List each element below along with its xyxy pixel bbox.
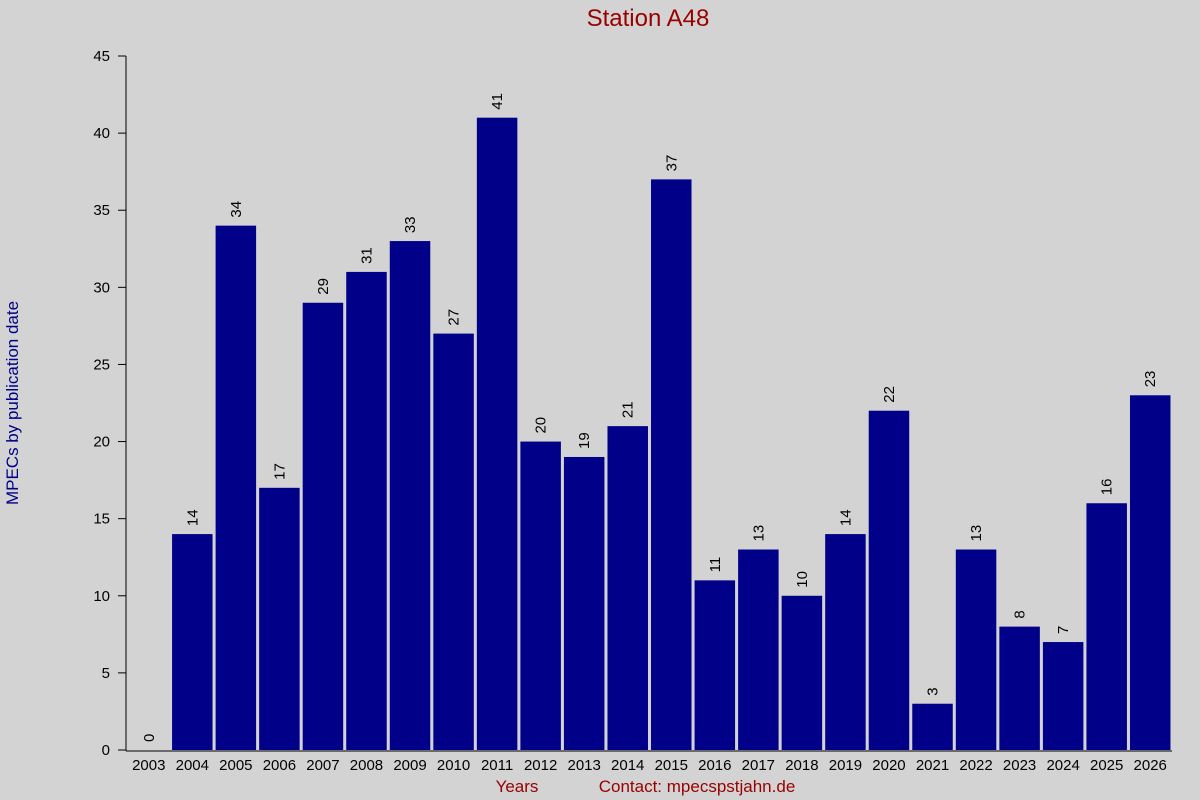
value-label: 11 — [707, 557, 724, 573]
value-label: 31 — [358, 247, 375, 264]
x-axis-label: Years — [496, 777, 539, 796]
bar — [346, 271, 387, 750]
value-label: 37 — [663, 155, 680, 172]
value-label: 14 — [184, 509, 201, 526]
bar — [912, 703, 953, 750]
bar — [389, 241, 431, 751]
bar — [1042, 642, 1084, 750]
y-tick-label: 0 — [102, 742, 110, 759]
y-tick-label: 20 — [93, 434, 110, 451]
chart-title: Station A48 — [587, 5, 710, 32]
y-tick-label: 10 — [93, 588, 110, 605]
value-label: 19 — [576, 432, 593, 449]
value-label: 20 — [533, 417, 550, 434]
x-tick-label: 2003 — [132, 757, 165, 774]
value-label: 41 — [489, 93, 506, 110]
x-tick-label: 2020 — [872, 757, 905, 774]
bar — [738, 549, 779, 750]
x-tick-label: 2025 — [1090, 757, 1123, 774]
value-label: 34 — [228, 201, 245, 218]
bar — [868, 410, 910, 750]
value-label: 3 — [925, 687, 942, 695]
bar — [651, 179, 692, 750]
value-label: 33 — [402, 216, 419, 233]
x-tick-label: 2005 — [219, 757, 252, 774]
value-label: 22 — [881, 386, 898, 403]
y-tick-label: 15 — [93, 511, 110, 528]
x-tick-label: 2007 — [306, 757, 339, 774]
y-tick-label: 35 — [93, 202, 110, 219]
bar — [955, 549, 997, 750]
bar — [694, 580, 736, 750]
bar — [1086, 503, 1127, 750]
bar — [781, 595, 823, 750]
x-tick-label: 2026 — [1134, 757, 1167, 774]
value-label: 14 — [837, 509, 854, 526]
x-tick-label: 2011 — [481, 757, 513, 774]
x-tick-label: 2008 — [350, 757, 383, 774]
y-axis-label: MPECs by publication date — [3, 301, 22, 505]
bar — [476, 117, 518, 750]
bar — [1129, 395, 1171, 750]
bar — [302, 302, 344, 750]
value-label: 27 — [446, 309, 463, 326]
x-tick-label: 2015 — [655, 757, 688, 774]
value-label: 16 — [1099, 479, 1116, 496]
x-tick-label: 2013 — [568, 757, 601, 774]
x-tick-label: 2023 — [1003, 757, 1036, 774]
x-tick-label: 2017 — [742, 757, 775, 774]
x-tick-label: 2006 — [263, 757, 296, 774]
contact-note: Contact: mpecspstjahn.de — [599, 777, 796, 796]
y-tick-label: 25 — [93, 356, 110, 373]
x-tick-label: 2022 — [959, 757, 992, 774]
bar — [563, 456, 605, 750]
bar — [259, 487, 300, 750]
x-tick-label: 2021 — [916, 757, 949, 774]
value-label: 13 — [968, 525, 985, 542]
x-tick-label: 2016 — [698, 757, 731, 774]
x-tick-label: 2019 — [829, 757, 862, 774]
value-label: 13 — [750, 525, 767, 542]
y-tick-label: 45 — [93, 48, 110, 65]
x-tick-label: 2004 — [176, 757, 209, 774]
value-label: 23 — [1142, 371, 1159, 388]
value-label: 21 — [620, 401, 637, 418]
bar — [172, 534, 213, 750]
value-label: 17 — [271, 463, 288, 480]
y-tick-label: 5 — [102, 665, 110, 682]
x-tick-label: 2010 — [437, 757, 470, 774]
x-tick-label: 2018 — [785, 757, 818, 774]
x-tick-label: 2012 — [524, 757, 557, 774]
value-label: 10 — [794, 571, 811, 588]
bar — [999, 626, 1040, 750]
bar — [520, 441, 561, 750]
y-tick-label: 40 — [93, 125, 110, 142]
x-tick-label: 2009 — [393, 757, 426, 774]
x-tick-label: 2014 — [611, 757, 644, 774]
bar — [433, 333, 474, 750]
y-tick-label: 30 — [93, 279, 110, 296]
value-label: 8 — [1012, 610, 1029, 618]
bar — [825, 534, 866, 750]
x-tick-label: 2024 — [1046, 757, 1079, 774]
value-label: 0 — [141, 734, 158, 742]
bar — [215, 225, 257, 751]
value-label: 29 — [315, 278, 332, 295]
value-label: 7 — [1055, 626, 1072, 634]
bar — [607, 426, 648, 750]
